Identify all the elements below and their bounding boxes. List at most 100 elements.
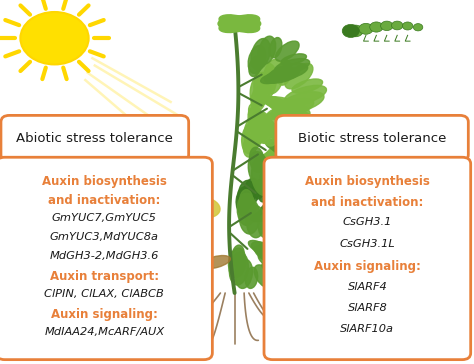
Ellipse shape [271,134,309,152]
Ellipse shape [256,183,283,198]
Ellipse shape [266,105,297,119]
Text: SlARF4: SlARF4 [347,282,387,292]
Circle shape [359,23,373,34]
Text: Abiotic stress tolerance: Abiotic stress tolerance [17,132,173,145]
Ellipse shape [248,241,272,255]
Ellipse shape [262,263,286,277]
Text: GmYUC3,MdYUC8a: GmYUC3,MdYUC8a [50,232,159,242]
Ellipse shape [271,124,284,145]
Ellipse shape [254,63,277,101]
Text: MdGH3-2,MdGH3.6: MdGH3-2,MdGH3.6 [50,251,159,261]
Circle shape [20,12,89,64]
Ellipse shape [248,107,266,136]
Ellipse shape [264,68,300,83]
Ellipse shape [238,181,255,210]
FancyBboxPatch shape [264,157,471,360]
Ellipse shape [249,147,264,172]
Ellipse shape [232,245,244,266]
Ellipse shape [257,151,284,164]
Ellipse shape [276,107,312,123]
Ellipse shape [253,180,264,199]
Ellipse shape [260,185,297,205]
Ellipse shape [271,141,312,161]
Ellipse shape [254,265,274,288]
FancyBboxPatch shape [276,115,468,161]
Text: and inactivation:: and inactivation: [311,196,424,209]
Circle shape [381,21,393,31]
Ellipse shape [236,187,252,213]
Text: CsGH3.1L: CsGH3.1L [339,239,395,249]
Ellipse shape [238,197,249,215]
Ellipse shape [248,152,269,186]
Ellipse shape [284,85,327,105]
Circle shape [392,21,403,30]
Text: SlARF10a: SlARF10a [340,324,394,335]
Ellipse shape [265,97,301,112]
FancyBboxPatch shape [0,157,212,360]
Ellipse shape [274,59,310,74]
Ellipse shape [263,59,283,94]
Ellipse shape [283,116,309,128]
Ellipse shape [283,154,324,175]
Ellipse shape [269,37,282,58]
Ellipse shape [249,56,262,76]
Text: Auxin signaling:: Auxin signaling: [314,260,421,273]
Ellipse shape [246,206,265,238]
Ellipse shape [244,115,264,149]
Text: Auxin signaling:: Auxin signaling: [51,308,158,321]
Ellipse shape [263,113,276,135]
Ellipse shape [250,72,271,107]
Ellipse shape [248,46,265,74]
Ellipse shape [245,267,258,288]
Ellipse shape [269,197,307,218]
Ellipse shape [259,182,281,202]
Ellipse shape [260,165,281,199]
Ellipse shape [255,246,291,268]
Ellipse shape [274,174,289,199]
Ellipse shape [239,190,253,213]
Circle shape [370,22,383,32]
Text: CsGH3.1: CsGH3.1 [343,217,392,228]
Ellipse shape [266,139,307,159]
Ellipse shape [256,202,292,219]
Text: and inactivation:: and inactivation: [48,194,161,207]
Ellipse shape [258,253,291,273]
Ellipse shape [251,111,271,143]
Ellipse shape [229,253,248,285]
Text: Auxin biosynthesis: Auxin biosynthesis [42,175,167,188]
Ellipse shape [283,170,310,196]
Ellipse shape [290,166,320,181]
Ellipse shape [269,63,308,80]
Ellipse shape [201,256,230,269]
Ellipse shape [228,248,246,277]
Ellipse shape [271,116,295,139]
Text: Auxin biosynthesis: Auxin biosynthesis [305,175,430,188]
Ellipse shape [252,157,274,195]
Circle shape [348,25,363,37]
Circle shape [402,22,413,30]
Text: GmYUC7,GmYUC5: GmYUC7,GmYUC5 [52,213,157,223]
Ellipse shape [251,39,270,70]
Ellipse shape [242,123,260,154]
Ellipse shape [258,36,276,64]
Ellipse shape [292,79,323,93]
Text: MdIAA24,McARF/AUX: MdIAA24,McARF/AUX [44,327,164,337]
FancyBboxPatch shape [1,115,189,161]
Ellipse shape [272,98,314,118]
Ellipse shape [237,193,256,225]
Ellipse shape [250,210,273,221]
Ellipse shape [261,96,287,108]
Ellipse shape [219,15,260,32]
Ellipse shape [267,211,291,236]
Text: Biotic stress tolerance: Biotic stress tolerance [298,132,447,145]
Ellipse shape [265,140,296,154]
Text: ClPIN, ClLAX, ClABCB: ClPIN, ClLAX, ClABCB [45,289,164,299]
Ellipse shape [277,120,301,141]
Ellipse shape [261,197,293,213]
Ellipse shape [251,86,266,111]
Circle shape [413,24,423,31]
Ellipse shape [244,178,259,205]
Ellipse shape [253,206,285,221]
Ellipse shape [261,72,286,84]
Ellipse shape [243,135,256,157]
